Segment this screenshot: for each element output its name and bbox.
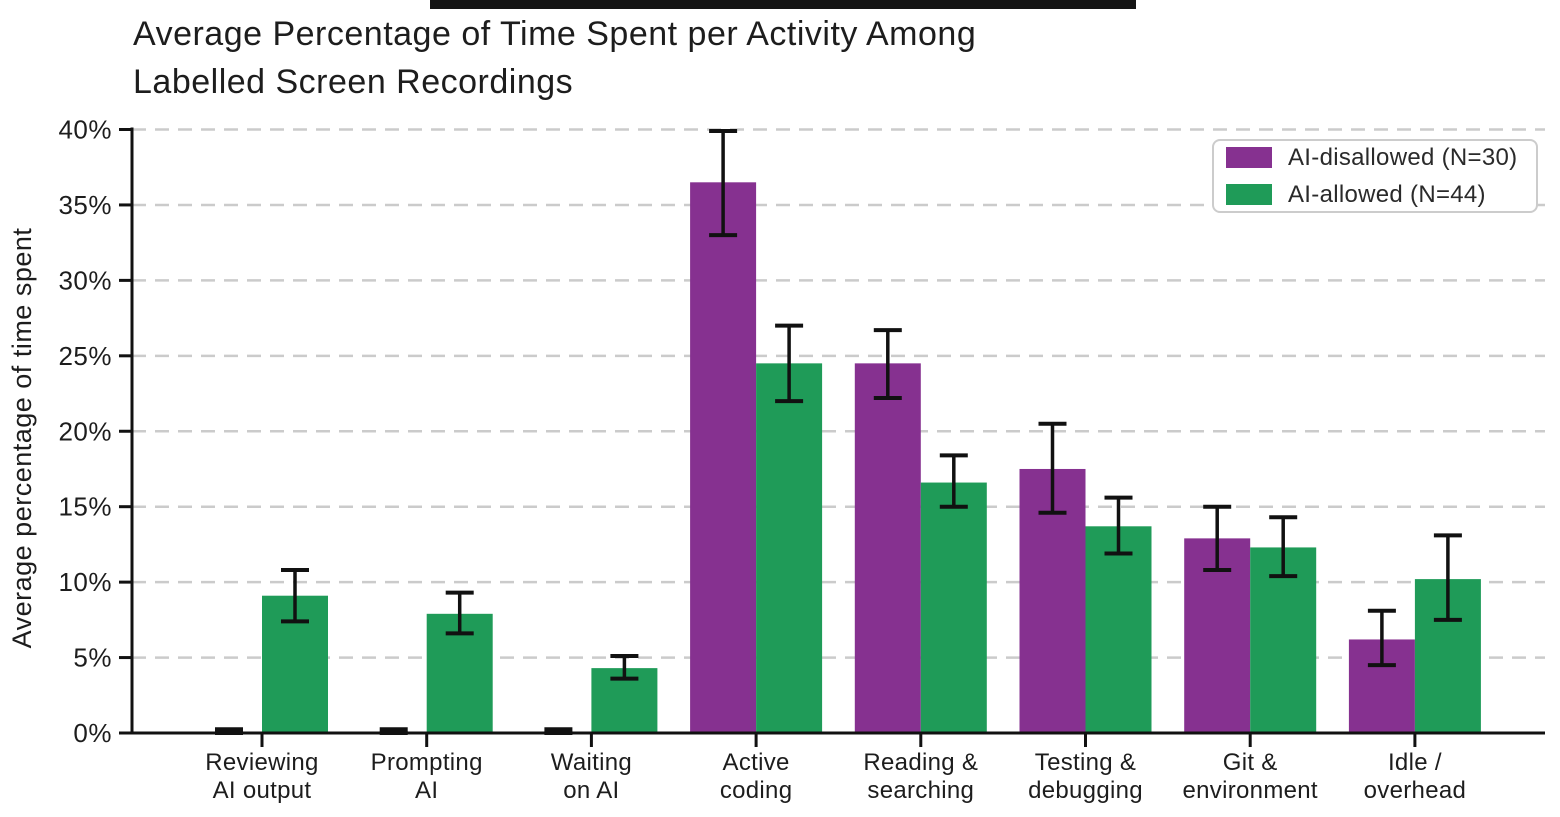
x-category-label: overhead (1364, 777, 1466, 804)
x-category-label: Idle / (1388, 749, 1442, 776)
chart-title-line1: Average Percentage of Time Spent per Act… (133, 15, 977, 53)
legend-swatch-ai-allowed (1226, 184, 1272, 205)
x-category-label: Reviewing (205, 749, 318, 776)
y-tick-label: 25% (58, 341, 112, 371)
y-tick-label: 35% (58, 190, 112, 220)
x-category-label: coding (720, 777, 793, 804)
bar-allowed-6 (1085, 526, 1152, 733)
x-category-label: Prompting (371, 749, 483, 776)
x-category-label: Waiting (551, 749, 632, 776)
x-category-label: Testing & (1035, 749, 1136, 776)
legend-swatch-ai-disallowed (1226, 147, 1272, 168)
legend: AI-disallowed (N=30) AI-allowed (N=44) (1212, 139, 1538, 213)
x-category-label: Git & (1223, 749, 1278, 776)
y-tick-label: 10% (58, 567, 112, 597)
y-tick-label: 40% (58, 115, 112, 145)
y-tick-label: 15% (58, 492, 112, 522)
x-category-label: searching (867, 777, 974, 804)
y-tick-label: 5% (73, 643, 112, 673)
y-tick-label: 0% (73, 718, 112, 748)
x-category-label: debugging (1028, 777, 1143, 804)
x-category-label: AI (415, 777, 438, 804)
bar-allowed-5 (920, 482, 987, 733)
legend-item-ai-allowed: AI-allowed (N=44) (1226, 181, 1524, 209)
bar-allowed-7 (1250, 547, 1317, 733)
bar-allowed-4 (756, 363, 823, 733)
cropped-artifact-bar (430, 0, 1136, 9)
x-category-label: Active (723, 749, 790, 776)
x-category-label: Reading & (863, 749, 978, 776)
chart-title-line2: Labelled Screen Recordings (133, 63, 574, 101)
x-category-label: on AI (563, 777, 619, 804)
y-tick-label: 30% (58, 265, 112, 295)
legend-label-ai-allowed: AI-allowed (N=44) (1288, 180, 1486, 208)
y-tick-label: 20% (58, 416, 112, 446)
x-category-label: environment (1183, 777, 1318, 804)
chart-title: Average Percentage of Time Spent per Act… (133, 10, 976, 106)
x-category-label: AI output (213, 777, 312, 804)
bar-disallowed-4 (690, 182, 757, 733)
legend-item-ai-disallowed: AI-disallowed (N=30) (1226, 144, 1524, 172)
legend-label-ai-disallowed: AI-disallowed (N=30) (1288, 143, 1518, 171)
bar-disallowed-5 (854, 363, 921, 733)
